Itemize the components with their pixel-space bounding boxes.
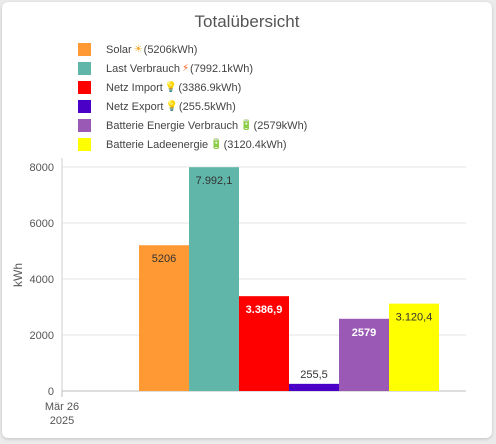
legend-item[interactable]: Batterie Ladeenergie 🔋 (3120.4kWh) [78,135,307,154]
legend-label: Netz Import [106,81,163,94]
legend-label: Last Verbrauch [106,62,180,75]
data-label: 5206 [152,253,176,265]
legend-swatch [78,62,91,75]
legend-item[interactable]: Solar ☀ (5206kWh) [78,40,307,59]
y-tick-label: 6000 [30,218,54,230]
data-label: 255,5 [300,369,328,381]
y-tick-label: 4000 [30,274,54,286]
legend-label: Batterie Energie Verbrauch [106,119,239,132]
bar [139,245,189,391]
legend-value: (2579kWh) [253,119,308,132]
bar [189,167,239,391]
battery-full-icon: 🔋 [210,139,223,150]
data-label: 3.120,4 [396,312,433,324]
data-label: 7.992,1 [196,175,233,187]
legend-value: (5206kWh) [143,43,198,56]
legend-swatch [78,100,91,113]
lightbulb-icon: 💡 [165,101,178,112]
battery-low-icon: 🔋 [240,120,253,131]
legend-item[interactable]: Last Verbrauch ⚡ (7992.1kWh) [78,59,307,78]
y-tick-label: 0 [48,386,54,398]
y-tick-label: 8000 [30,162,54,174]
x-tick-label: Mär 26 [45,401,79,413]
legend-item[interactable]: Netz Export 💡 (255.5kWh) [78,97,307,116]
legend-value: (3120.4kWh) [223,138,287,151]
data-label: 3.386,9 [246,304,283,316]
bar [389,303,439,391]
legend: Solar ☀ (5206kWh) Last Verbrauch ⚡ (7992.1kWh… [78,40,307,154]
x-tick-label: 2025 [50,415,74,427]
legend-swatch [78,43,91,56]
legend-label: Batterie Ladeenergie [106,138,209,151]
legend-swatch [78,119,91,132]
sun-icon: ☀ [133,44,143,55]
legend-item[interactable]: Batterie Energie Verbrauch 🔋 (2579kWh) [78,116,307,135]
legend-label: Netz Export [106,100,164,113]
legend-label: Solar [106,43,132,56]
lightning-icon: ⚡ [182,63,190,74]
data-label: 2579 [352,327,376,339]
bar [239,296,289,391]
legend-value: (7992.1kWh) [190,62,254,75]
y-tick-label: 2000 [30,330,54,342]
legend-swatch [78,138,91,151]
legend-item[interactable]: Netz Import 💡 (3386.9kWh) [78,78,307,97]
chart-title: Totalübersicht [194,12,300,31]
legend-value: (255.5kWh) [178,100,236,113]
legend-swatch [78,81,91,94]
bar [339,318,389,391]
bar [289,383,339,391]
legend-value: (3386.9kWh) [178,81,242,94]
y-axis-label: kWh [11,263,25,287]
lightbulb-icon: 💡 [164,82,178,93]
